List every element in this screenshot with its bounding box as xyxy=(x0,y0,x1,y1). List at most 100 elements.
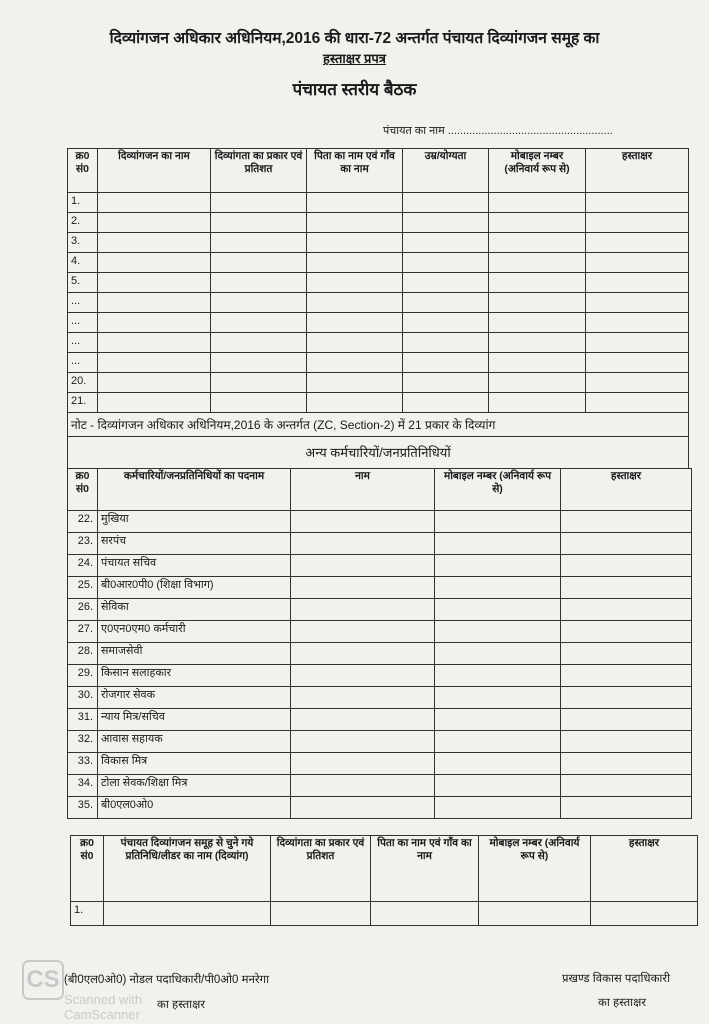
empty-cell[interactable] xyxy=(434,708,561,731)
empty-cell[interactable] xyxy=(306,252,403,273)
empty-cell[interactable] xyxy=(434,730,561,753)
empty-cell[interactable] xyxy=(585,292,689,313)
empty-cell[interactable] xyxy=(97,292,211,313)
empty-cell[interactable] xyxy=(290,686,435,709)
empty-cell[interactable] xyxy=(560,730,692,753)
empty-cell[interactable] xyxy=(290,576,435,599)
empty-cell[interactable] xyxy=(402,252,489,273)
empty-cell[interactable] xyxy=(210,312,307,333)
empty-cell[interactable] xyxy=(306,212,403,233)
empty-cell[interactable] xyxy=(97,252,211,273)
empty-cell[interactable] xyxy=(306,232,403,253)
empty-cell[interactable] xyxy=(210,292,307,313)
empty-cell[interactable] xyxy=(585,332,689,353)
empty-cell[interactable] xyxy=(290,554,435,577)
empty-cell[interactable] xyxy=(402,352,489,373)
empty-cell[interactable] xyxy=(306,352,403,373)
empty-cell[interactable] xyxy=(560,576,692,599)
empty-cell[interactable] xyxy=(290,532,435,555)
empty-cell[interactable] xyxy=(210,332,307,353)
empty-cell[interactable] xyxy=(290,598,435,621)
empty-cell[interactable] xyxy=(270,901,371,926)
empty-cell[interactable] xyxy=(434,620,561,643)
empty-cell[interactable] xyxy=(488,372,586,393)
empty-cell[interactable] xyxy=(488,252,586,273)
empty-cell[interactable] xyxy=(434,686,561,709)
empty-cell[interactable] xyxy=(488,192,586,213)
empty-cell[interactable] xyxy=(488,272,586,293)
empty-cell[interactable] xyxy=(560,598,692,621)
empty-cell[interactable] xyxy=(560,642,692,665)
empty-cell[interactable] xyxy=(560,708,692,731)
empty-cell[interactable] xyxy=(210,212,307,233)
empty-cell[interactable] xyxy=(560,532,692,555)
empty-cell[interactable] xyxy=(97,312,211,333)
empty-cell[interactable] xyxy=(97,372,211,393)
empty-cell[interactable] xyxy=(210,232,307,253)
empty-cell[interactable] xyxy=(402,272,489,293)
empty-cell[interactable] xyxy=(97,212,211,233)
empty-cell[interactable] xyxy=(560,796,692,819)
empty-cell[interactable] xyxy=(97,232,211,253)
empty-cell[interactable] xyxy=(560,752,692,775)
empty-cell[interactable] xyxy=(434,774,561,797)
empty-cell[interactable] xyxy=(434,532,561,555)
empty-cell[interactable] xyxy=(434,576,561,599)
empty-cell[interactable] xyxy=(306,192,403,213)
empty-cell[interactable] xyxy=(370,901,479,926)
empty-cell[interactable] xyxy=(210,392,307,413)
empty-cell[interactable] xyxy=(290,664,435,687)
empty-cell[interactable] xyxy=(97,332,211,353)
empty-cell[interactable] xyxy=(585,392,689,413)
empty-cell[interactable] xyxy=(488,212,586,233)
empty-cell[interactable] xyxy=(585,192,689,213)
empty-cell[interactable] xyxy=(210,352,307,373)
empty-cell[interactable] xyxy=(306,332,403,353)
empty-cell[interactable] xyxy=(402,332,489,353)
empty-cell[interactable] xyxy=(290,510,435,533)
empty-cell[interactable] xyxy=(434,554,561,577)
empty-cell[interactable] xyxy=(402,232,489,253)
empty-cell[interactable] xyxy=(402,292,489,313)
empty-cell[interactable] xyxy=(560,774,692,797)
empty-cell[interactable] xyxy=(585,312,689,333)
empty-cell[interactable] xyxy=(290,730,435,753)
empty-cell[interactable] xyxy=(434,796,561,819)
empty-cell[interactable] xyxy=(590,901,698,926)
empty-cell[interactable] xyxy=(290,796,435,819)
empty-cell[interactable] xyxy=(210,192,307,213)
empty-cell[interactable] xyxy=(402,392,489,413)
empty-cell[interactable] xyxy=(306,272,403,293)
empty-cell[interactable] xyxy=(488,292,586,313)
empty-cell[interactable] xyxy=(488,392,586,413)
empty-cell[interactable] xyxy=(103,901,271,926)
empty-cell[interactable] xyxy=(478,901,591,926)
empty-cell[interactable] xyxy=(210,272,307,293)
empty-cell[interactable] xyxy=(290,774,435,797)
empty-cell[interactable] xyxy=(402,212,489,233)
empty-cell[interactable] xyxy=(585,352,689,373)
empty-cell[interactable] xyxy=(585,272,689,293)
empty-cell[interactable] xyxy=(585,212,689,233)
empty-cell[interactable] xyxy=(97,192,211,213)
empty-cell[interactable] xyxy=(560,620,692,643)
empty-cell[interactable] xyxy=(97,352,211,373)
empty-cell[interactable] xyxy=(560,686,692,709)
empty-cell[interactable] xyxy=(434,752,561,775)
empty-cell[interactable] xyxy=(560,510,692,533)
empty-cell[interactable] xyxy=(434,598,561,621)
empty-cell[interactable] xyxy=(97,392,211,413)
empty-cell[interactable] xyxy=(290,708,435,731)
empty-cell[interactable] xyxy=(585,252,689,273)
empty-cell[interactable] xyxy=(434,510,561,533)
empty-cell[interactable] xyxy=(306,372,403,393)
empty-cell[interactable] xyxy=(210,252,307,273)
empty-cell[interactable] xyxy=(402,312,489,333)
empty-cell[interactable] xyxy=(434,642,561,665)
empty-cell[interactable] xyxy=(560,664,692,687)
empty-cell[interactable] xyxy=(306,312,403,333)
empty-cell[interactable] xyxy=(585,372,689,393)
empty-cell[interactable] xyxy=(488,312,586,333)
empty-cell[interactable] xyxy=(97,272,211,293)
empty-cell[interactable] xyxy=(290,642,435,665)
